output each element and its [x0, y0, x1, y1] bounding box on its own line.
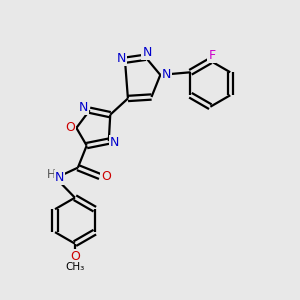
Text: O: O: [70, 250, 80, 262]
Text: F: F: [208, 49, 215, 62]
Text: N: N: [55, 172, 64, 184]
Text: N: N: [110, 136, 119, 149]
Text: O: O: [65, 122, 75, 134]
Text: CH₃: CH₃: [65, 262, 85, 272]
Text: N: N: [161, 68, 171, 81]
Text: H: H: [47, 168, 56, 181]
Text: N: N: [117, 52, 126, 65]
Text: O: O: [101, 170, 111, 183]
Text: N: N: [142, 46, 152, 59]
Text: N: N: [79, 101, 88, 114]
